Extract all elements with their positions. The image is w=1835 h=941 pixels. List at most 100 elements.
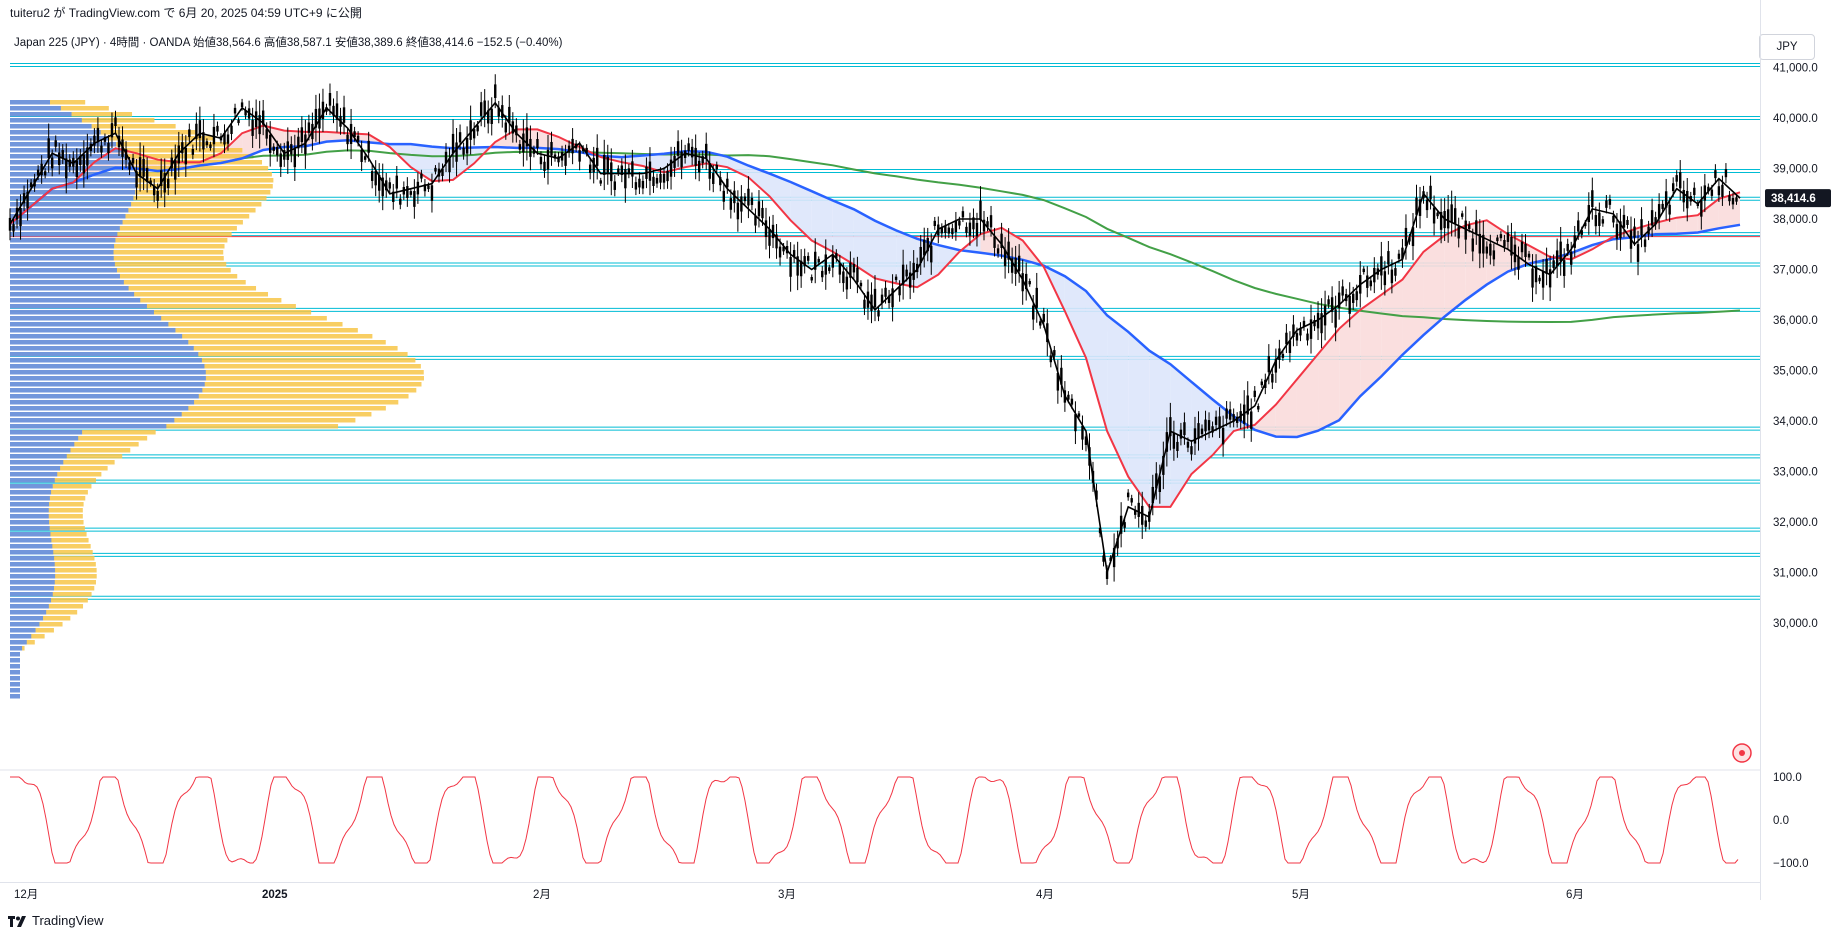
candle-body <box>1285 332 1288 345</box>
candle-body <box>546 149 550 170</box>
candle-body <box>226 134 230 144</box>
candle-body <box>613 181 616 190</box>
candle-body <box>743 196 747 202</box>
candle-body <box>1162 455 1165 475</box>
candle-body <box>353 131 356 138</box>
candle-body <box>1538 277 1541 282</box>
candle-body <box>240 102 244 108</box>
candle-body <box>114 117 117 127</box>
candle-body <box>1721 184 1724 197</box>
candle-body <box>82 154 86 174</box>
candle-body <box>1225 408 1228 419</box>
vp-bar-up <box>10 412 182 417</box>
ma-fill-segment <box>1296 354 1319 437</box>
candle-body <box>1309 319 1313 339</box>
vp-bar-up <box>10 424 167 429</box>
candle-body <box>163 173 166 193</box>
price-axis[interactable]: 41,000.0 40,000.0 39,000.0 38,000.0 37,000.0… <box>1760 0 1835 900</box>
price-line <box>9 101 1741 573</box>
candle-body <box>346 134 349 145</box>
candle-body <box>1253 390 1256 397</box>
vp-bar-up <box>10 514 49 519</box>
candle-body <box>1320 313 1323 334</box>
candle-body <box>1218 416 1221 429</box>
candle-body <box>65 158 68 179</box>
candle-body <box>792 250 796 258</box>
candle-body <box>1193 428 1197 444</box>
ma-fill-segment <box>1634 222 1656 238</box>
candle-body <box>1527 253 1531 258</box>
currency-button[interactable]: JPY <box>1759 34 1815 60</box>
candle-body <box>93 135 96 146</box>
candle-body <box>578 150 581 162</box>
time-axis[interactable]: 12月 2025 2月 3月 4月 5月 6月 <box>0 882 1760 905</box>
candle-body <box>1418 199 1422 216</box>
candle-body <box>1102 555 1105 562</box>
candle-body <box>603 154 606 175</box>
candle-body <box>638 178 641 188</box>
candle-body <box>1735 197 1738 202</box>
candle-body <box>409 191 413 195</box>
candle-body <box>1559 241 1562 262</box>
candle-body <box>1035 287 1038 308</box>
candle-body <box>385 180 388 191</box>
vp-bar-up <box>10 310 154 315</box>
candle-body <box>1661 203 1664 209</box>
candle-body <box>1664 191 1668 208</box>
oscillator-pane <box>0 769 1760 864</box>
candle-body <box>1274 358 1278 373</box>
candle-body <box>1084 436 1088 445</box>
time-tick-label: 4月 <box>1036 889 1054 901</box>
vp-bar-down <box>10 430 156 435</box>
candle-body <box>1703 185 1707 201</box>
candle-body <box>817 258 820 263</box>
vp-bar-up <box>10 496 50 501</box>
candle-body <box>719 177 722 186</box>
candle-body <box>1584 222 1587 227</box>
candle-body <box>1492 250 1496 260</box>
candle-body <box>1158 476 1162 492</box>
candle-body <box>1119 515 1123 534</box>
candle-body <box>796 256 799 276</box>
vp-bar-up <box>10 298 141 303</box>
vp-bar-up <box>10 232 118 237</box>
price-tick-label: 39,000.0 <box>1773 164 1818 176</box>
candle-body <box>588 164 592 174</box>
candle-body <box>1366 275 1369 288</box>
candle-body <box>22 193 26 204</box>
vp-bar-down <box>10 154 254 159</box>
candle-body <box>652 176 655 187</box>
candle-body <box>835 253 838 259</box>
candle-body <box>135 171 138 188</box>
time-tick-label: 2月 <box>533 889 551 901</box>
ma-fill-segment <box>1423 235 1445 336</box>
candle-body <box>1003 249 1007 267</box>
candle-body <box>1095 490 1098 500</box>
candle-body <box>286 141 289 160</box>
candle-body <box>1313 320 1316 327</box>
candle-body <box>297 136 300 149</box>
ma-fill-segment <box>853 209 875 279</box>
vp-bar-down <box>10 256 224 261</box>
candle-body <box>1650 210 1654 226</box>
candle-body <box>1039 321 1042 326</box>
candle-body <box>156 190 159 201</box>
price-tick-label: 38,000.0 <box>1773 214 1818 226</box>
candle-body <box>1577 220 1580 232</box>
vp-bar-up <box>10 676 20 681</box>
ma-fill-segment <box>1697 198 1719 233</box>
candle-body <box>279 153 282 167</box>
candle-body <box>1179 429 1183 439</box>
candle-body <box>54 140 57 147</box>
candle-body <box>223 132 226 145</box>
candle-body <box>1587 205 1591 223</box>
candle-body <box>856 267 859 283</box>
candle-body <box>898 286 901 296</box>
candle-body <box>610 162 613 182</box>
candle-body <box>1415 197 1418 215</box>
candle-body <box>392 191 395 202</box>
candle-body <box>877 310 880 317</box>
vp-bar-up <box>10 388 203 393</box>
price-chart[interactable] <box>0 0 1760 882</box>
candle-body <box>79 155 82 166</box>
